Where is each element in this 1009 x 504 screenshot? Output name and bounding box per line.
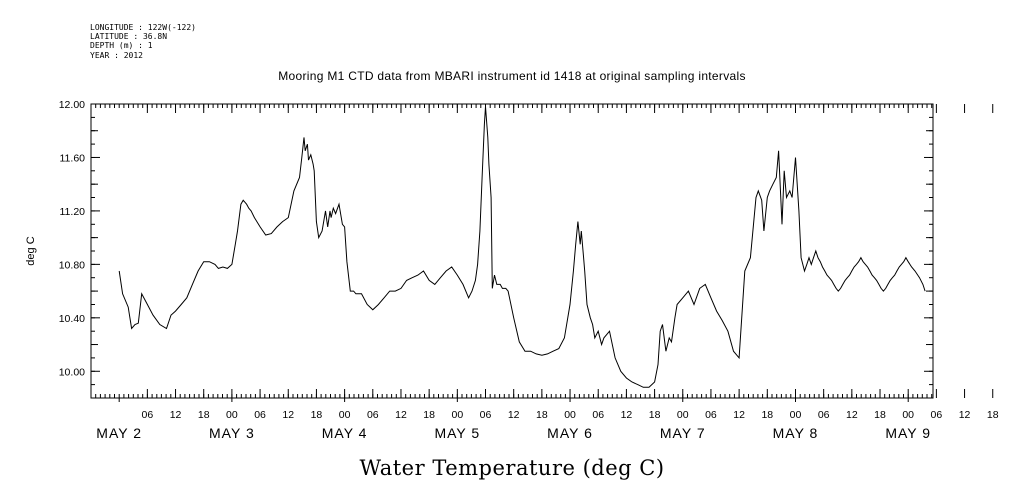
x-hour-label: 00 [790,409,802,421]
x-hour-label: 12 [959,409,971,421]
y-axis-ticks: 10.00 10.40 10.80 11.20 11.60 12.00 [59,99,933,378]
x-hour-label: 18 [311,409,323,421]
x-hour-label: 12 [170,409,182,421]
x-day-label: MAY 7 [660,425,706,441]
x-day-label: MAY 2 [96,425,142,441]
x-day-label: MAY 8 [773,425,819,441]
x-hour-label: 12 [508,409,520,421]
y-tick-label: 11.20 [60,206,86,218]
x-hour-label: 18 [874,409,886,421]
series-line-water-temperature [118,106,926,388]
y-tick-label: 10.40 [59,313,85,325]
x-hour-label: 06 [705,409,717,421]
minor-ticks [90,103,933,399]
x-hour-label: 18 [649,409,661,421]
metadata-block: LONGITUDE : 122W(-122) LATITUDE : 36.8N … [90,23,196,60]
metadata-latitude: LATITUDE : 36.8N [90,32,167,41]
y-tick-label: 10.80 [59,259,85,271]
x-day-label: MAY 9 [885,425,931,441]
x-hour-label: 00 [226,409,238,421]
x-hour-label: 18 [761,409,773,421]
x-hour-label: 00 [564,409,576,421]
x-hour-label: 00 [902,409,914,421]
x-hour-label: 12 [621,409,633,421]
x-axis-label: Water Temperature (deg C) [359,456,664,480]
x-hour-label: 18 [198,409,210,421]
x-hour-label: 00 [677,409,689,421]
x-day-label: MAY 5 [434,425,480,441]
x-hour-label: 06 [367,409,379,421]
x-day-label: MAY 6 [547,425,593,441]
metadata-depth: DEPTH (m) : 1 [90,41,153,50]
x-hour-label: 06 [931,409,943,421]
x-hour-label: 18 [536,409,548,421]
x-hour-label: 12 [846,409,858,421]
metadata-year: YEAR : 2012 [90,51,143,60]
x-hour-label: 06 [254,409,266,421]
metadata-longitude: LONGITUDE : 122W(-122) [90,23,196,32]
x-hour-label: 12 [395,409,407,421]
y-tick-label: 11.60 [60,152,86,164]
x-hour-label: 18 [423,409,435,421]
x-hour-label: 06 [592,409,604,421]
x-axis-ticks: 06 12 18 00 06 12 18 00 06 12 18 00 06 12 18 00 06 12 18 00… [96,104,999,441]
chart-title: Mooring M1 CTD data from MBARI instrumen… [278,69,746,83]
y-tick-label: 10.00 [59,366,85,378]
x-hour-label: 12 [733,409,745,421]
x-hour-label: 06 [480,409,492,421]
plot-frame [90,103,934,399]
x-day-label: MAY 4 [322,425,368,441]
x-hour-label: 00 [339,409,351,421]
x-hour-label: 12 [282,409,294,421]
x-hour-label: 00 [451,409,463,421]
x-hour-label: 06 [818,409,830,421]
y-axis-label: deg C [25,236,37,265]
x-hour-label: 06 [142,409,154,421]
x-day-label: MAY 3 [209,425,255,441]
y-tick-label: 12.00 [59,99,85,111]
x-hour-label: 18 [987,409,999,421]
